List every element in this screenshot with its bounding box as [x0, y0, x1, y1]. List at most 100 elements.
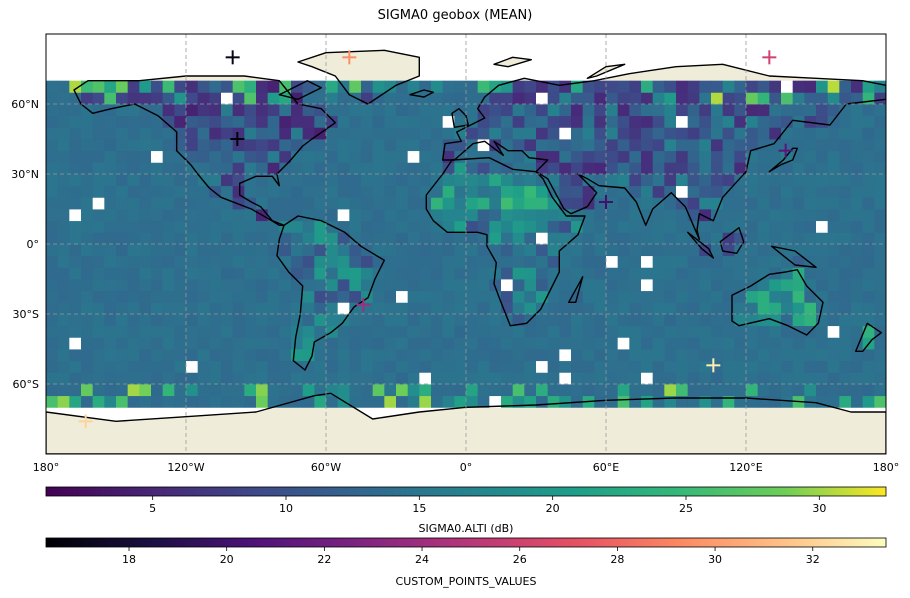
heat-cell — [116, 150, 129, 163]
heat-cell — [769, 360, 782, 373]
heat-cell — [489, 185, 502, 198]
heat-cell — [617, 302, 630, 315]
heat-cell — [186, 244, 199, 257]
heat-cell — [162, 174, 175, 187]
heat-cell — [92, 244, 105, 257]
heat-cell — [442, 372, 455, 385]
heat-cell — [361, 232, 374, 245]
heat-cell — [81, 290, 94, 303]
heat-cell — [267, 92, 280, 105]
coastline-africa — [425, 156, 586, 327]
heat-cell — [57, 80, 70, 93]
heat-cell — [267, 337, 280, 350]
heat-cell — [326, 349, 339, 362]
heat-cell — [209, 267, 222, 280]
heat-cell — [221, 220, 234, 233]
heat-cell — [536, 92, 549, 105]
heat-cell — [186, 267, 199, 280]
heat-cell — [57, 267, 70, 280]
heat-cell — [197, 302, 210, 315]
heat-cell — [104, 384, 117, 397]
heat-cell — [162, 139, 175, 152]
heat-cell — [547, 174, 560, 187]
heat-cell — [384, 279, 397, 292]
heat-cell — [746, 162, 759, 175]
heat-cell — [769, 209, 782, 222]
heat-cell — [594, 80, 607, 93]
heat-cell — [816, 360, 829, 373]
heat-cell — [209, 337, 222, 350]
heat-cell — [232, 232, 245, 245]
heat-cell — [431, 115, 444, 128]
heat-cell — [314, 279, 327, 292]
heat-cell — [734, 162, 747, 175]
heat-cell — [804, 384, 817, 397]
heat-cell — [781, 325, 794, 338]
heat-cell — [174, 302, 187, 315]
heat-cell — [232, 209, 245, 222]
heat-cell — [851, 302, 864, 315]
heat-cell — [454, 325, 467, 338]
heat-cell — [571, 255, 584, 268]
heat-cell — [186, 337, 199, 350]
heat-cell — [372, 127, 385, 140]
heat-cell — [547, 337, 560, 350]
heat-cell — [524, 162, 537, 175]
heat-cell — [302, 255, 315, 268]
heat-cell — [232, 244, 245, 257]
heat-cell — [652, 209, 665, 222]
heat-cell — [162, 255, 175, 268]
heat-cell — [862, 314, 875, 327]
heat-cell — [92, 349, 105, 362]
heat-cell — [244, 372, 257, 385]
heat-cell — [46, 115, 59, 128]
heat-cell — [267, 255, 280, 268]
heat-cell — [291, 139, 304, 152]
heat-cell — [711, 174, 724, 187]
heat-cell — [326, 337, 339, 350]
heat-cell — [594, 150, 607, 163]
heat-cell — [442, 255, 455, 268]
heat-cell — [781, 80, 794, 93]
gridlines — [46, 34, 886, 454]
heat-cell — [396, 197, 409, 210]
heat-cell — [81, 220, 94, 233]
heat-cell — [57, 302, 70, 315]
heat-cell — [232, 337, 245, 350]
heat-cell — [279, 255, 292, 268]
heat-cell — [396, 127, 409, 140]
heat-cell — [396, 302, 409, 315]
heat-cell — [151, 80, 164, 93]
heat-cell — [221, 209, 234, 222]
heat-cell — [862, 209, 875, 222]
heat-cell — [687, 314, 700, 327]
heat-cell — [547, 232, 560, 245]
heat-cell — [652, 349, 665, 362]
heat-cell — [337, 349, 350, 362]
colorbar-tick-label: 15 — [412, 502, 426, 515]
heat-cell — [559, 360, 572, 373]
heat-cell — [594, 267, 607, 280]
heat-cell — [757, 209, 770, 222]
heat-cell — [722, 150, 735, 163]
heat-cell — [431, 384, 444, 397]
heat-cell — [699, 174, 712, 187]
heat-cell — [489, 174, 502, 187]
heat-cell — [722, 337, 735, 350]
heat-cell — [302, 150, 315, 163]
heat-cell — [594, 349, 607, 362]
heat-cell — [69, 127, 82, 140]
heat-cell — [232, 162, 245, 175]
heat-cell — [372, 232, 385, 245]
heat-cell — [862, 372, 875, 385]
heat-cell — [559, 314, 572, 327]
heat-cell — [349, 115, 362, 128]
heat-cell — [524, 232, 537, 245]
heat-cell — [582, 185, 595, 198]
heat-cell — [757, 290, 770, 303]
colorbar-tick-label: 30 — [708, 553, 722, 566]
heat-cell — [512, 80, 525, 93]
heat-cell — [384, 162, 397, 175]
heat-cell — [209, 92, 222, 105]
